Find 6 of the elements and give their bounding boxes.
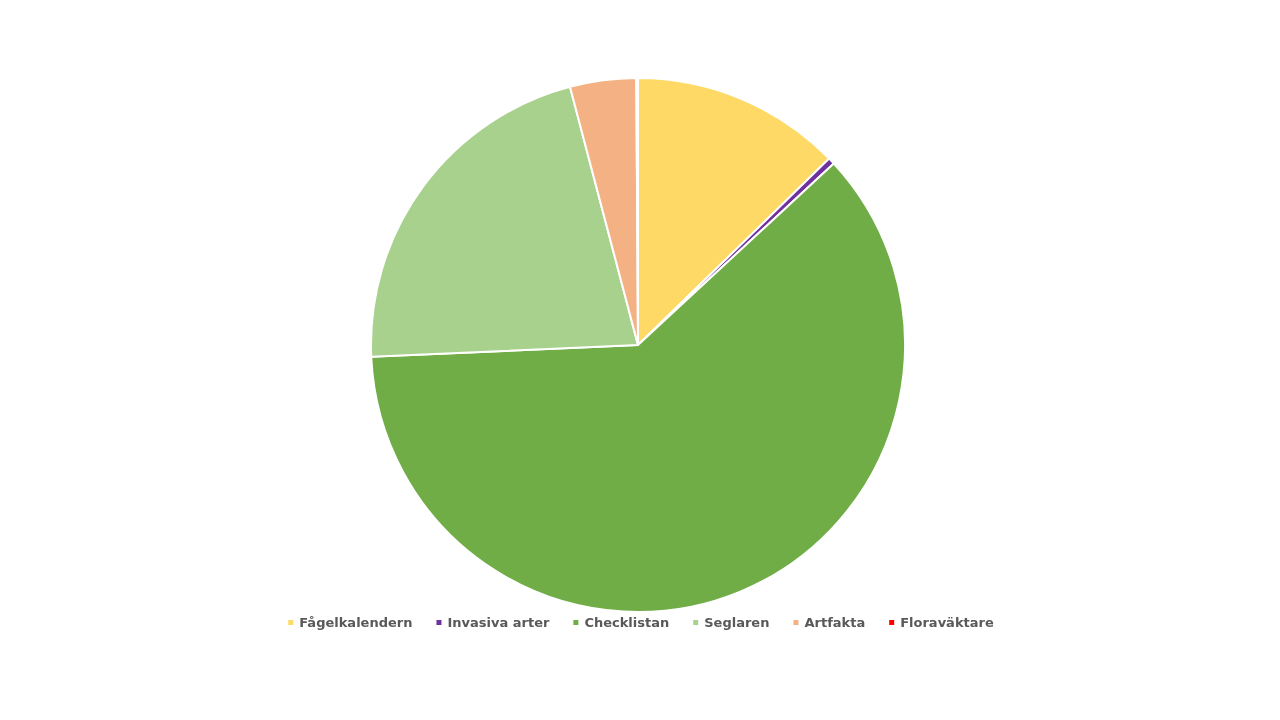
legend-label: Seglaren bbox=[704, 615, 770, 630]
legend-label: Invasiva arter bbox=[447, 615, 550, 630]
legend-label: Floraväktare bbox=[900, 615, 994, 630]
legend-label: Checklistan bbox=[584, 615, 670, 630]
legend-label: Fågelkalendern bbox=[299, 615, 413, 630]
legend-label: Artfakta bbox=[804, 615, 866, 630]
